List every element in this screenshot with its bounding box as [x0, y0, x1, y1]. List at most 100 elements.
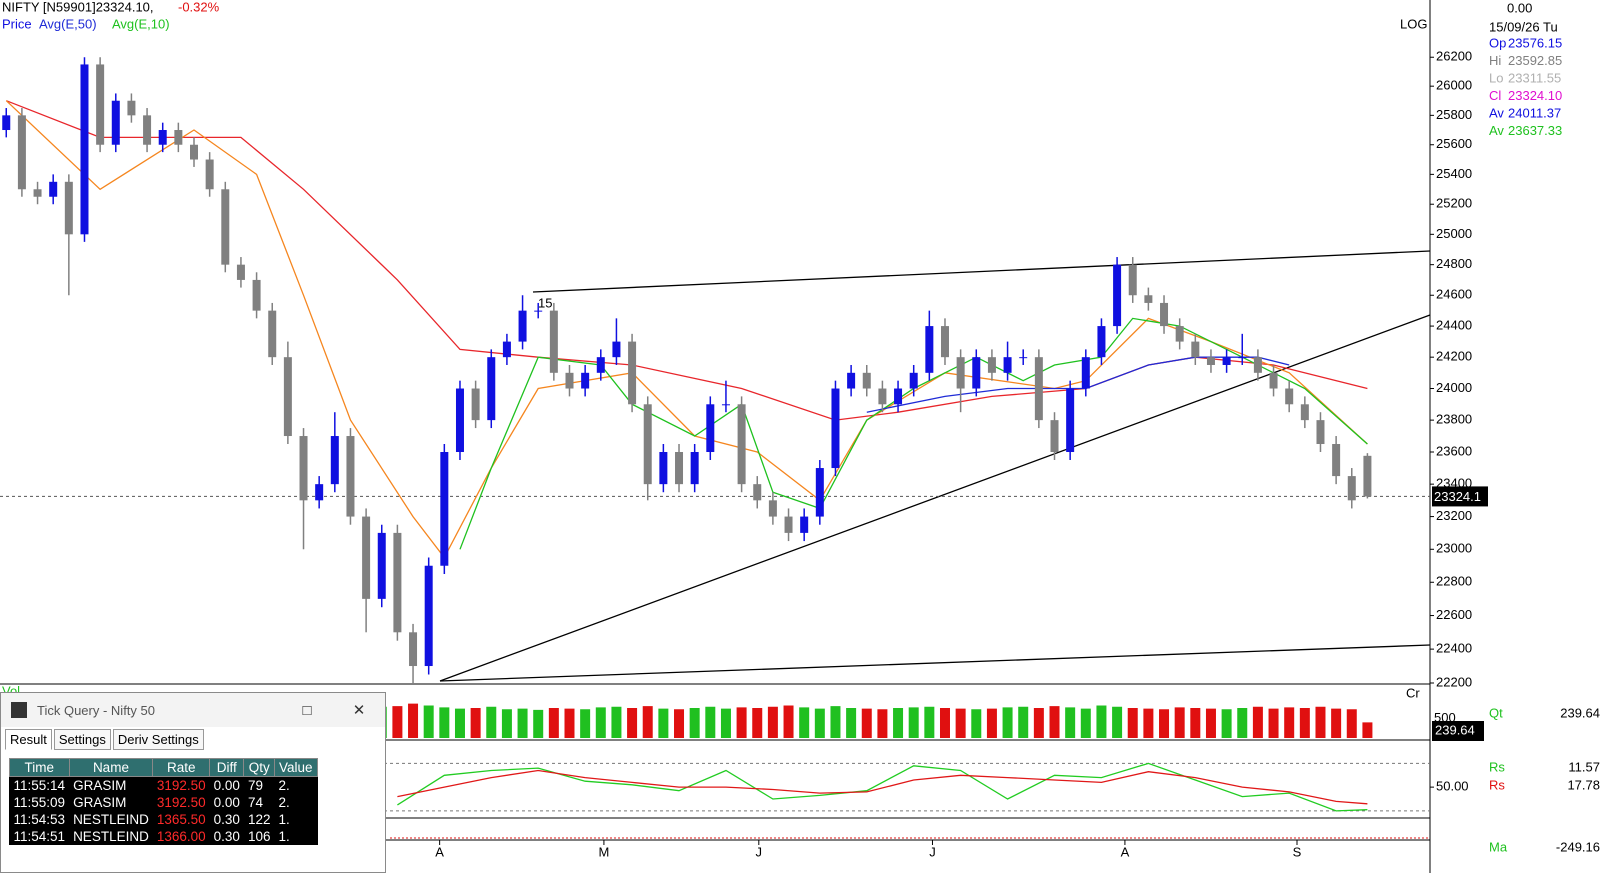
volume-bar: [548, 708, 559, 738]
candle-body: [1316, 420, 1325, 445]
tab[interactable]: Result: [5, 729, 52, 750]
candle-body: [111, 100, 120, 145]
window-icon: [11, 702, 27, 718]
candle-body: [987, 357, 996, 373]
tick-table: Time Name Rate Diff Qty Value 11:55:14 GRASIM 31…: [9, 758, 318, 845]
y-tick-label: 22600: [1436, 607, 1472, 622]
close-button[interactable]: ✕: [352, 702, 366, 719]
candle-body: [362, 516, 371, 599]
y-tick-label: 500: [1434, 710, 1456, 725]
volume-bar: [1159, 709, 1170, 738]
table-row[interactable]: 11:55:09 GRASIM 3192.50 0.00 74 2.: [10, 794, 318, 811]
maximize-button[interactable]: □: [302, 701, 312, 719]
info-value: 17.78: [1567, 777, 1600, 792]
volume-bar: [1284, 707, 1295, 738]
candle-body: [502, 341, 511, 358]
candle-body: [940, 326, 949, 358]
column-header[interactable]: Qty: [243, 758, 275, 777]
candle-body: [158, 130, 167, 145]
table-row[interactable]: 11:54:53 NESTLEIND 1365.50 0.30 122 1.: [10, 811, 318, 828]
info-value: 23311.55: [1508, 70, 1561, 85]
volume-bar: [470, 708, 481, 738]
y-tick-label: 24200: [1436, 349, 1472, 364]
table-cell: 2.: [278, 795, 290, 810]
legend-entry: Avg(E,10): [112, 16, 170, 31]
info-value: 24011.37: [1508, 105, 1561, 120]
candle-body: [471, 388, 480, 421]
y-tick-label: 25200: [1436, 196, 1472, 211]
candle-body: [1081, 357, 1090, 389]
y-tick-label: 50.00: [1436, 779, 1469, 794]
info-label: Lo: [1489, 70, 1503, 85]
table-cell: 1.: [278, 829, 290, 844]
column-header[interactable]: Rate: [152, 758, 211, 777]
candle-body: [440, 452, 449, 566]
candle-body: [236, 264, 245, 280]
info-value: 23576.15: [1508, 35, 1562, 50]
y-tick-label: 24800: [1436, 256, 1472, 271]
volume-bar: [486, 706, 497, 738]
column-header[interactable]: Diff: [209, 758, 245, 777]
table-cell: 0.30: [213, 829, 240, 844]
candle-body: [330, 436, 339, 485]
candle-body: [1206, 357, 1215, 365]
candle-body: [1238, 357, 1247, 359]
table-cell: 74: [247, 795, 263, 810]
table-cell: 79: [247, 778, 263, 793]
y-tick-label: 25600: [1436, 136, 1472, 151]
column-header[interactable]: Name: [68, 758, 154, 777]
table-row[interactable]: 11:55:14 GRASIM 3192.50 0.00 79 2.: [10, 777, 318, 795]
table-row[interactable]: 11:54:51 NESTLEIND 1366.00 0.30 106 1.: [10, 828, 318, 845]
volume-bar: [846, 708, 857, 738]
volume-bar: [517, 708, 528, 738]
y-tick-label: 24600: [1436, 287, 1472, 302]
volume-bar: [1299, 708, 1310, 738]
volume-bar: [658, 708, 669, 738]
info-label: Rs: [1489, 777, 1505, 792]
y-tick-label: 23000: [1436, 541, 1472, 556]
candle-body: [909, 372, 918, 389]
volume-bar: [939, 708, 950, 738]
y-tick-label: 26200: [1436, 49, 1472, 64]
indicator-line: [397, 769, 1368, 805]
candle-body: [753, 484, 762, 501]
candle-body: [1191, 341, 1200, 358]
tab[interactable]: Deriv Settings: [112, 729, 204, 750]
volume-bar: [580, 709, 591, 738]
candle-body: [643, 404, 652, 485]
tab[interactable]: Settings: [53, 729, 111, 750]
volume-bar: [1080, 708, 1091, 738]
candle-body: [1285, 388, 1294, 405]
table-cell: 0.00: [213, 795, 240, 810]
y-tick-label: 24400: [1436, 318, 1472, 333]
candle-body: [1019, 357, 1028, 359]
table-cell: NESTLEIND: [73, 829, 149, 844]
candle-body: [800, 516, 809, 533]
info-label: Ma: [1489, 839, 1508, 854]
volume-bar: [877, 709, 888, 738]
info-value: 23637.33: [1508, 123, 1562, 138]
column-header[interactable]: Value: [273, 758, 318, 777]
volume-bar: [705, 706, 716, 738]
last-price-box: [1432, 486, 1488, 507]
moving-average: [459, 317, 1368, 550]
volume-bar: [1331, 708, 1342, 738]
candle-body: [283, 357, 292, 437]
trend-line: [439, 644, 1431, 682]
volume-bar: [1315, 706, 1326, 738]
table-cell: 11:54:51: [13, 829, 66, 844]
table-cell: 3192.50: [156, 795, 206, 810]
x-tick-label: M: [598, 844, 609, 859]
table-cell: 11:55:14: [13, 778, 66, 793]
tick-query-window[interactable]: Tick Query - Nifty 50 □ ✕ Result Settings…: [0, 692, 386, 873]
info-top: 0.00: [1507, 0, 1532, 15]
table-cell: 122: [247, 812, 271, 827]
info-label: Hi: [1489, 53, 1501, 68]
y-tick-label: 22200: [1436, 674, 1472, 689]
candle-body: [377, 532, 386, 599]
candle-body: [1034, 357, 1043, 421]
volume-bar: [1127, 708, 1138, 738]
column-header[interactable]: Time: [9, 758, 70, 777]
volume-bar: [1065, 707, 1076, 738]
candle-body: [690, 452, 699, 485]
